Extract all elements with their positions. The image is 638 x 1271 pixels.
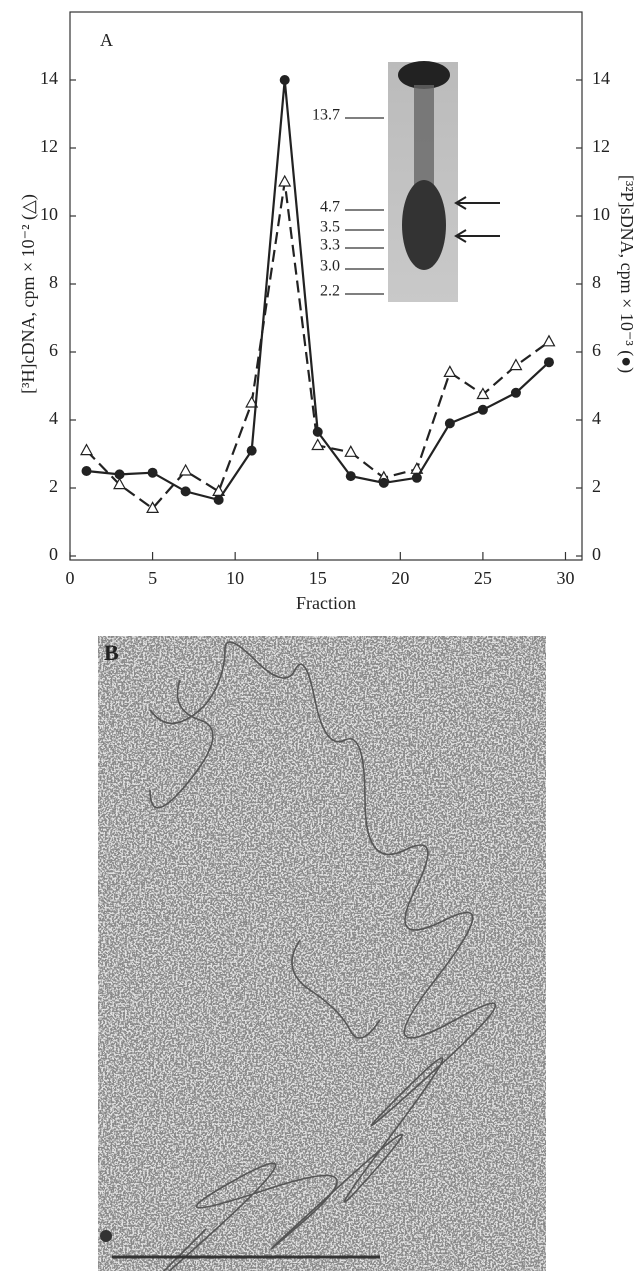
circle-point xyxy=(378,477,389,488)
y2-tick-label: 4 xyxy=(592,408,601,428)
triangle-point xyxy=(509,358,523,371)
y-tick-label: 10 xyxy=(40,204,58,224)
x-tick-label: 25 xyxy=(474,568,492,588)
y-tick-label: 6 xyxy=(49,340,58,360)
plot-frame xyxy=(69,11,583,561)
y-tick-label: 14 xyxy=(40,68,58,88)
x-tick-label: 30 xyxy=(556,568,574,588)
y-tick-label: 8 xyxy=(49,272,58,292)
circle-point xyxy=(279,75,290,85)
circle-point xyxy=(213,494,224,505)
gel-inset xyxy=(388,61,500,302)
circle-point xyxy=(114,469,125,480)
y2-axis-label: [³²P]sDNA, cpm × 10⁻³ (●) xyxy=(616,175,637,373)
y2-tick-label: 8 xyxy=(592,272,601,292)
panel-label: A xyxy=(100,30,113,50)
y2-tick-label: 0 xyxy=(592,544,601,564)
gel-marker-label: 2.2 xyxy=(320,283,340,300)
y2-tick-label: 2 xyxy=(592,476,601,496)
triangle-point xyxy=(146,501,160,514)
circle-point xyxy=(147,467,158,478)
y2-tick-label: 6 xyxy=(592,340,601,360)
circle-point xyxy=(180,486,191,497)
circle-point xyxy=(246,445,257,456)
circle-point xyxy=(345,471,356,482)
circle-point xyxy=(477,404,488,415)
circle-point xyxy=(444,418,455,429)
triangle-point xyxy=(179,463,193,476)
y-tick-label: 4 xyxy=(49,408,58,428)
gel-marker-label: 4.7 xyxy=(320,199,340,216)
triangle-point xyxy=(344,445,358,457)
triangle-point xyxy=(80,443,94,456)
triangle-point xyxy=(278,174,292,187)
x-axis-label: Fraction xyxy=(296,593,356,613)
panel-label: B xyxy=(104,640,119,665)
circle-point xyxy=(411,472,422,483)
triangle-point xyxy=(542,334,556,347)
y-tick-label: 2 xyxy=(49,476,58,496)
circle-point xyxy=(543,357,554,368)
circle-point xyxy=(510,387,521,398)
micrograph: B xyxy=(98,636,546,1271)
y-axis-label: [³H]cDNA, cpm × 10⁻² (△) xyxy=(18,194,39,394)
y-tick-label: 0 xyxy=(49,544,58,564)
gel-marker-label: 3.0 xyxy=(320,258,340,275)
series-line xyxy=(85,181,550,510)
x-tick-label: 15 xyxy=(309,568,327,588)
triangle-point xyxy=(113,477,127,490)
gel-marker-label: 3.3 xyxy=(320,237,340,254)
circle-point xyxy=(81,466,92,476)
gel-marker-label: 3.5 xyxy=(320,219,340,236)
gel-marker-label: 13.7 xyxy=(312,107,340,124)
triangle-point xyxy=(311,438,325,451)
x-tick-label: 20 xyxy=(391,568,409,588)
x-tick-label: 5 xyxy=(148,568,157,588)
y2-tick-label: 14 xyxy=(592,68,610,88)
y2-tick-label: 10 xyxy=(592,204,610,224)
x-tick-label: 0 xyxy=(66,568,75,588)
triangle-point xyxy=(476,387,490,400)
triangle-point xyxy=(245,395,259,408)
circle-point xyxy=(312,426,323,437)
triangle-point xyxy=(443,365,457,377)
y-tick-label: 12 xyxy=(40,136,58,156)
y2-tick-label: 12 xyxy=(592,136,610,156)
x-tick-label: 10 xyxy=(226,568,244,588)
series-line xyxy=(86,79,550,502)
